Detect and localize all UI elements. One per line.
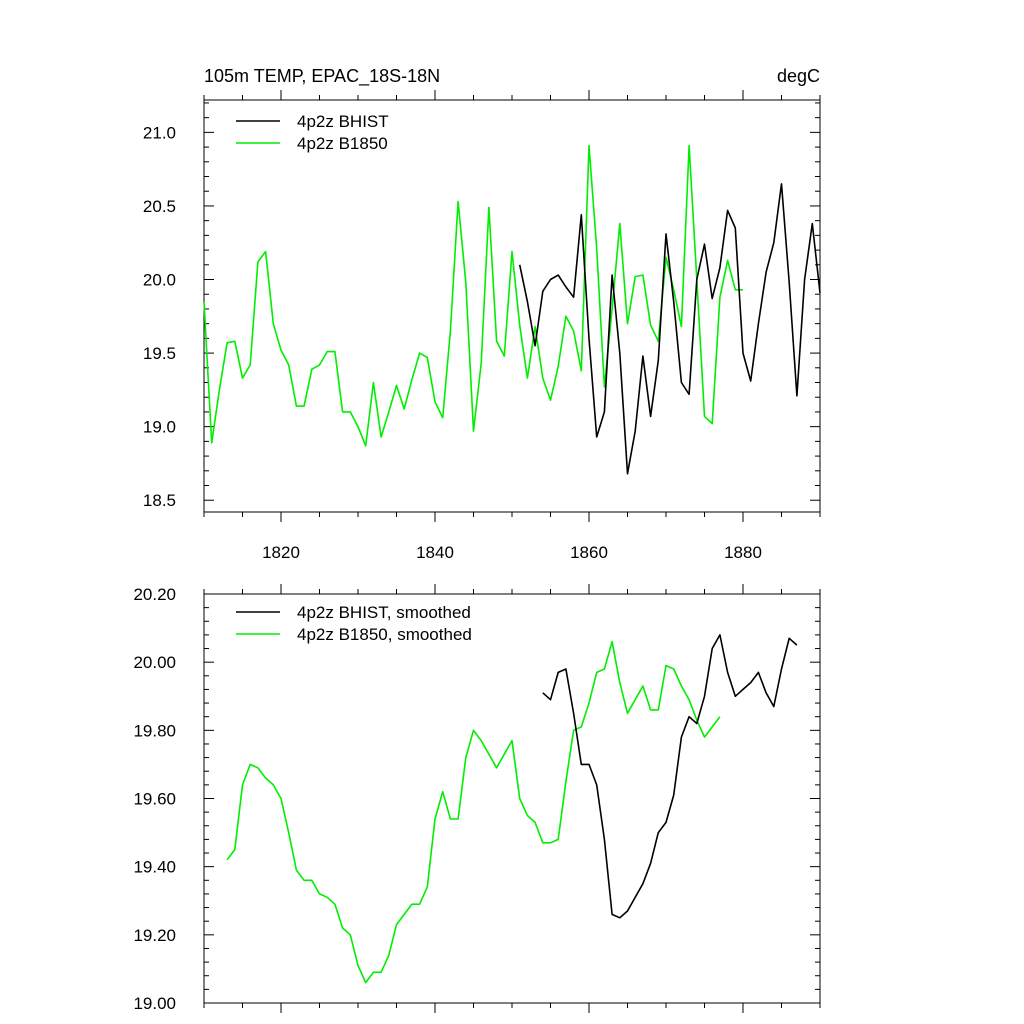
bottom-panel-frame bbox=[203, 593, 821, 1004]
legend-label-bhist: 4p2z BHIST bbox=[297, 112, 389, 131]
y-tick-label: 19.00 bbox=[133, 994, 176, 1013]
x-tick-label: 1820 bbox=[262, 543, 300, 562]
top-panel-x-tick-labels: 1820 1840 1860 1880 bbox=[262, 543, 762, 562]
series-line-bhist bbox=[518, 183, 821, 475]
top-panel-frame bbox=[203, 99, 821, 513]
y-tick-label: 19.80 bbox=[133, 721, 176, 740]
x-tick-label: 1840 bbox=[416, 543, 454, 562]
legend-label-b1850: 4p2z B1850 bbox=[297, 134, 388, 153]
bottom-panel-ticks bbox=[203, 584, 821, 1013]
bottom-panel-y-tick-labels: 19.00 19.20 19.40 19.60 19.80 20.00 20.20 bbox=[133, 585, 176, 1013]
series-line-b1850 bbox=[203, 144, 743, 447]
x-tick-label: 1860 bbox=[570, 543, 608, 562]
bottom-panel-legend: 4p2z BHIST, smoothed 4p2z B1850, smoothe… bbox=[236, 603, 472, 644]
top-panel-ticks bbox=[203, 90, 821, 522]
y-tick-label: 19.20 bbox=[133, 926, 176, 945]
y-tick-label: 19.40 bbox=[133, 858, 176, 877]
series-line-bhist bbox=[542, 634, 798, 919]
y-tick-label: 19.0 bbox=[143, 418, 176, 437]
top-panel-y-tick-labels: 18.5 19.0 19.5 20.0 20.5 21.0 bbox=[143, 123, 176, 510]
y-tick-label: 21.0 bbox=[143, 123, 176, 142]
legend-label-b1850-smoothed: 4p2z B1850, smoothed bbox=[297, 625, 472, 644]
top-panel-title: 105m TEMP, EPAC_18S-18N bbox=[204, 66, 440, 87]
y-tick-label: 19.5 bbox=[143, 344, 176, 363]
y-tick-label: 20.20 bbox=[133, 585, 176, 604]
bottom-panel-series bbox=[226, 634, 798, 984]
top-panel-units: degC bbox=[777, 66, 820, 86]
top-panel-series bbox=[203, 144, 821, 475]
bottom-panel: 19.00 19.20 19.40 19.60 19.80 20.00 20.20 4p2z… bbox=[133, 584, 821, 1013]
series-line-b1850 bbox=[226, 640, 721, 984]
top-panel: 105m TEMP, EPAC_18S-18N degC 18.5 19.0 19.… bbox=[143, 66, 821, 562]
top-panel-legend: 4p2z BHIST 4p2z B1850 bbox=[236, 112, 389, 153]
y-tick-label: 20.00 bbox=[133, 653, 176, 672]
y-tick-label: 19.60 bbox=[133, 790, 176, 809]
legend-label-bhist-smoothed: 4p2z BHIST, smoothed bbox=[297, 603, 471, 622]
y-tick-label: 20.5 bbox=[143, 197, 176, 216]
y-tick-label: 18.5 bbox=[143, 491, 176, 510]
x-tick-label: 1880 bbox=[724, 543, 762, 562]
y-tick-label: 20.0 bbox=[143, 271, 176, 290]
